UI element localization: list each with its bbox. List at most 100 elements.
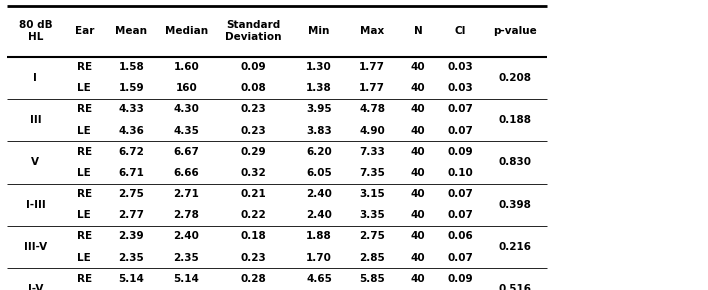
Text: 6.72: 6.72 [118, 147, 144, 157]
Text: RE: RE [76, 147, 92, 157]
Text: 4.35: 4.35 [173, 126, 199, 136]
Text: 5.85: 5.85 [359, 274, 385, 284]
Text: 40: 40 [411, 210, 426, 220]
Text: 3.15: 3.15 [359, 189, 385, 199]
Text: 40: 40 [411, 126, 426, 136]
Text: I: I [33, 73, 38, 83]
Text: 0.09: 0.09 [241, 62, 266, 72]
Text: 40: 40 [411, 253, 426, 263]
Text: 6.71: 6.71 [118, 168, 144, 178]
Text: 1.59: 1.59 [118, 83, 144, 93]
Text: 0.07: 0.07 [447, 253, 474, 263]
Text: LE: LE [77, 253, 91, 263]
Text: 1.77: 1.77 [359, 62, 385, 72]
Text: 40: 40 [411, 104, 426, 115]
Text: 2.71: 2.71 [173, 189, 199, 199]
Text: 2.77: 2.77 [118, 210, 144, 220]
Text: 0.07: 0.07 [447, 189, 474, 199]
Text: 0.22: 0.22 [241, 210, 266, 220]
Text: III: III [30, 115, 41, 125]
Text: RE: RE [76, 274, 92, 284]
Text: 7.35: 7.35 [359, 168, 385, 178]
Text: 1.88: 1.88 [306, 231, 332, 242]
Text: 1.70: 1.70 [306, 253, 332, 263]
Text: 4.90: 4.90 [359, 126, 385, 136]
Text: 2.35: 2.35 [173, 253, 199, 263]
Text: 2.85: 2.85 [359, 253, 385, 263]
Text: 0.23: 0.23 [241, 104, 266, 115]
Text: 0.07: 0.07 [447, 210, 474, 220]
Text: 0.23: 0.23 [241, 253, 266, 263]
Text: 3.95: 3.95 [306, 104, 332, 115]
Text: 0.18: 0.18 [241, 231, 266, 242]
Text: 4.33: 4.33 [118, 104, 144, 115]
Text: 5.14: 5.14 [118, 274, 144, 284]
Text: Mean: Mean [115, 26, 147, 36]
Text: 160: 160 [176, 83, 197, 93]
Text: LE: LE [77, 210, 91, 220]
Text: 1.38: 1.38 [306, 83, 332, 93]
Text: Standard
Deviation: Standard Deviation [225, 20, 282, 42]
Text: 4.30: 4.30 [173, 104, 199, 115]
Text: 40: 40 [411, 189, 426, 199]
Text: Ear: Ear [74, 26, 94, 36]
Text: 0.208: 0.208 [499, 73, 532, 83]
Text: 2.40: 2.40 [306, 210, 332, 220]
Text: 0.29: 0.29 [241, 147, 266, 157]
Text: RE: RE [76, 189, 92, 199]
Text: 6.05: 6.05 [306, 168, 332, 178]
Text: 40: 40 [411, 274, 426, 284]
Text: 4.78: 4.78 [359, 104, 385, 115]
Text: 0.09: 0.09 [447, 147, 474, 157]
Text: I-III: I-III [25, 200, 45, 210]
Text: 40: 40 [411, 168, 426, 178]
Text: 2.75: 2.75 [118, 189, 144, 199]
Text: 0.03: 0.03 [447, 62, 474, 72]
Text: 0.21: 0.21 [241, 189, 266, 199]
Text: 40: 40 [411, 62, 426, 72]
Text: 0.06: 0.06 [447, 231, 474, 242]
Text: 1.77: 1.77 [359, 83, 385, 93]
Text: 0.216: 0.216 [499, 242, 532, 252]
Text: 2.40: 2.40 [173, 231, 199, 242]
Text: 3.83: 3.83 [306, 126, 332, 136]
Text: 40: 40 [411, 83, 426, 93]
Text: 6.66: 6.66 [173, 168, 199, 178]
Text: 0.188: 0.188 [499, 115, 532, 125]
Text: Min: Min [308, 26, 330, 36]
Text: RE: RE [76, 231, 92, 242]
Text: 0.10: 0.10 [447, 168, 474, 178]
Text: 6.67: 6.67 [173, 147, 199, 157]
Text: 0.03: 0.03 [447, 83, 474, 93]
Text: 2.35: 2.35 [118, 253, 144, 263]
Text: 6.20: 6.20 [306, 147, 332, 157]
Text: N: N [413, 26, 423, 36]
Text: 80 dB
HL: 80 dB HL [18, 20, 52, 42]
Text: 5.14: 5.14 [173, 274, 199, 284]
Text: 1.58: 1.58 [118, 62, 144, 72]
Text: 0.07: 0.07 [447, 126, 474, 136]
Text: V: V [31, 157, 40, 167]
Text: LE: LE [77, 126, 91, 136]
Text: 0.516: 0.516 [499, 284, 532, 290]
Text: p-value: p-value [493, 26, 537, 36]
Text: CI: CI [455, 26, 467, 36]
Text: III-V: III-V [24, 242, 47, 252]
Text: 0.07: 0.07 [447, 104, 474, 115]
Text: 4.36: 4.36 [118, 126, 144, 136]
Text: 0.28: 0.28 [241, 274, 266, 284]
Text: RE: RE [76, 104, 92, 115]
Text: LE: LE [77, 168, 91, 178]
Text: 0.32: 0.32 [241, 168, 266, 178]
Text: 1.30: 1.30 [306, 62, 332, 72]
Text: 40: 40 [411, 231, 426, 242]
Text: 0.398: 0.398 [499, 200, 532, 210]
Text: 0.23: 0.23 [241, 126, 266, 136]
Text: 2.40: 2.40 [306, 189, 332, 199]
Text: 2.78: 2.78 [173, 210, 199, 220]
Text: 40: 40 [411, 147, 426, 157]
Text: I-V: I-V [28, 284, 43, 290]
Text: 0.09: 0.09 [447, 274, 474, 284]
Text: RE: RE [76, 62, 92, 72]
Text: 3.35: 3.35 [359, 210, 385, 220]
